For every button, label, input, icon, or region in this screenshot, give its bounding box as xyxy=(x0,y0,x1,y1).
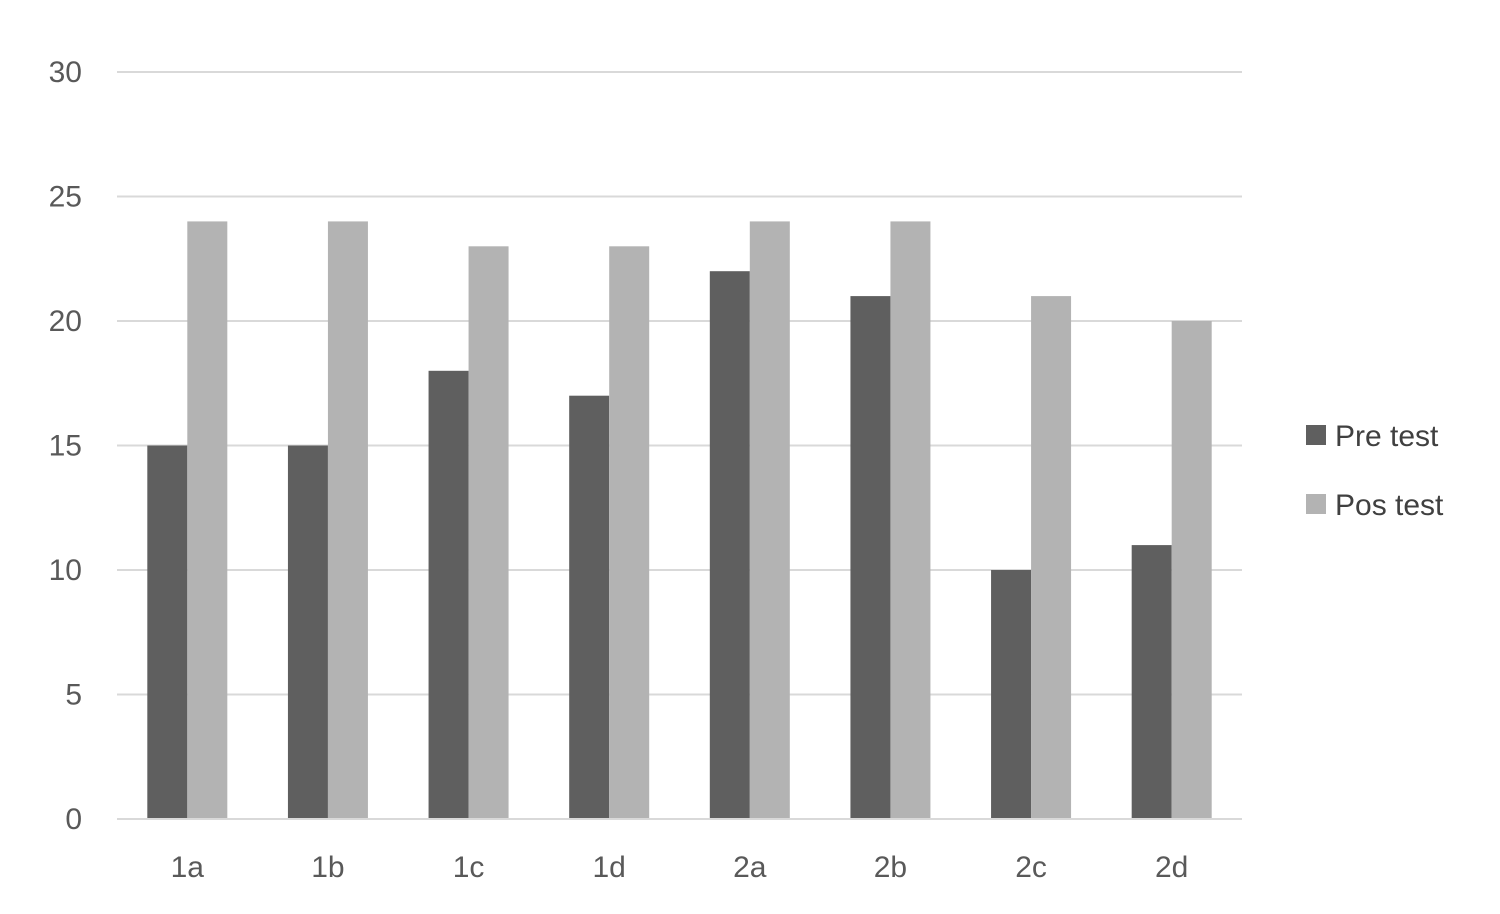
legend: Pre test Pos test xyxy=(1306,420,1444,522)
x-tick-label: 1c xyxy=(453,851,485,884)
legend-label-pre-test: Pre test xyxy=(1335,420,1439,453)
bar-pre-test-1b xyxy=(287,445,328,819)
gridlines xyxy=(117,71,1242,696)
bar-pre-test-1a xyxy=(147,445,188,819)
bar-pos-test-1a xyxy=(187,221,228,819)
y-tick-label: 20 xyxy=(49,305,82,338)
bar-pos-test-1c xyxy=(468,246,509,820)
legend-swatch-pos-test xyxy=(1306,494,1326,514)
y-tick-label: 0 xyxy=(65,803,82,836)
x-tick-label: 2a xyxy=(733,851,767,884)
bar-pos-test-2b xyxy=(890,221,931,819)
bar-pre-test-2b xyxy=(850,296,891,820)
x-tick-label: 1b xyxy=(311,851,344,884)
y-axis-ticks: 0 5 10 15 20 25 30 xyxy=(49,56,82,836)
y-tick-label: 10 xyxy=(49,554,82,587)
bar-pre-test-2c xyxy=(991,570,1032,819)
y-tick-label: 25 xyxy=(49,181,82,214)
bars xyxy=(147,221,1212,820)
y-tick-label: 30 xyxy=(49,56,82,89)
bar-pos-test-2c xyxy=(1031,296,1072,820)
bar-pre-test-2d xyxy=(1131,545,1172,819)
x-tick-label: 1d xyxy=(593,851,626,884)
x-tick-label: 2d xyxy=(1155,851,1188,884)
bar-pre-test-1c xyxy=(428,370,469,819)
bar-pos-test-1b xyxy=(327,221,368,819)
bar-pos-test-2a xyxy=(749,221,790,819)
y-tick-label: 15 xyxy=(49,430,82,463)
x-tick-label: 2b xyxy=(874,851,907,884)
bar-pre-test-2a xyxy=(709,271,750,819)
legend-swatch-pre-test xyxy=(1306,425,1326,445)
x-tick-label: 2c xyxy=(1015,851,1047,884)
bar-pos-test-1d xyxy=(609,246,650,820)
x-tick-label: 1a xyxy=(171,851,205,884)
y-tick-label: 5 xyxy=(65,679,82,712)
legend-label-pos-test: Pos test xyxy=(1335,489,1444,522)
bar-pre-test-1d xyxy=(569,395,610,819)
bar-pos-test-2d xyxy=(1171,321,1212,819)
x-axis-ticks: 1a 1b 1c 1d 2a 2b 2c 2d xyxy=(171,851,1189,884)
